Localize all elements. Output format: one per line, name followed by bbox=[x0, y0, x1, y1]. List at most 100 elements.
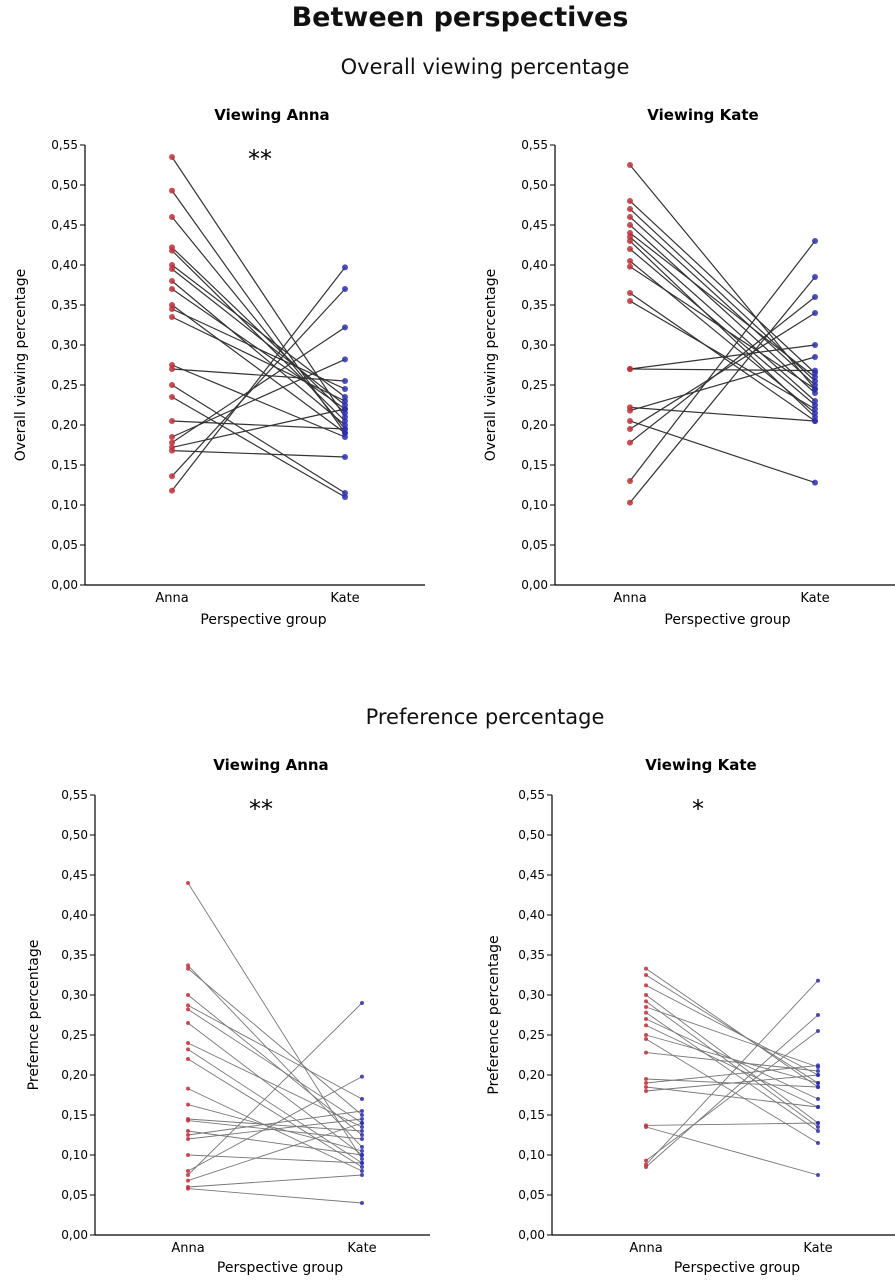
point-anna bbox=[169, 266, 175, 272]
point-anna bbox=[186, 1169, 190, 1173]
point-kate bbox=[342, 434, 348, 440]
y-tick-label: 0,05 bbox=[61, 1188, 88, 1202]
point-kate bbox=[816, 1081, 820, 1085]
point-kate bbox=[342, 426, 348, 432]
chart-overall-viewing-anna: Viewing Anna 0,00 0,05 0,10 0,15 0,20 0,25 0,30… bbox=[13, 106, 425, 628]
point-anna bbox=[169, 473, 175, 480]
point-kate bbox=[342, 398, 348, 404]
point-kate bbox=[816, 1121, 820, 1125]
point-anna bbox=[186, 1003, 190, 1008]
x-tick-label-anna: Anna bbox=[613, 591, 646, 606]
subject-line bbox=[187, 965, 363, 1148]
y-tick-label: 0,35 bbox=[521, 298, 548, 312]
point-anna bbox=[644, 1005, 648, 1009]
point-anna bbox=[644, 1081, 648, 1085]
significance-marker: ** bbox=[248, 145, 272, 173]
y-tick-label: 0,05 bbox=[521, 538, 548, 552]
subject-line bbox=[645, 1064, 819, 1084]
point-kate bbox=[360, 1109, 364, 1113]
point-kate bbox=[816, 1069, 820, 1073]
point-anna bbox=[627, 263, 633, 270]
x-axis-label: Perspective group bbox=[200, 612, 326, 628]
point-anna bbox=[186, 1137, 190, 1141]
subject-line bbox=[187, 1104, 363, 1152]
subject-line bbox=[171, 246, 346, 414]
point-kate bbox=[360, 1137, 364, 1141]
subject-line bbox=[629, 296, 816, 444]
point-anna bbox=[644, 1017, 648, 1021]
subject-line bbox=[645, 974, 819, 1084]
point-anna bbox=[627, 290, 633, 296]
y-tick-label: 0,00 bbox=[521, 578, 548, 592]
point-anna bbox=[169, 447, 175, 454]
subject-line bbox=[171, 288, 346, 477]
subject-line bbox=[645, 980, 819, 1165]
point-anna bbox=[627, 407, 633, 414]
significance-marker: * bbox=[692, 795, 704, 823]
point-anna bbox=[627, 426, 633, 432]
y-axis-label: Preference percentage bbox=[486, 935, 502, 1094]
y-tick-label: 0,50 bbox=[51, 178, 78, 192]
y-tick-label: 0,10 bbox=[518, 1148, 545, 1162]
point-kate bbox=[342, 356, 348, 363]
point-anna bbox=[169, 214, 175, 220]
y-tick-label: 0,25 bbox=[61, 1028, 88, 1042]
subject-line bbox=[645, 1006, 819, 1068]
y-tick-label: 0,20 bbox=[51, 418, 78, 432]
point-anna bbox=[169, 278, 175, 284]
point-anna bbox=[186, 1118, 190, 1123]
x-tick-label-kate: Kate bbox=[347, 1241, 376, 1256]
section-title-preference: Preference percentage bbox=[365, 705, 605, 729]
y-tick-label: 0,30 bbox=[521, 338, 548, 352]
point-anna bbox=[186, 1153, 190, 1157]
subject-line bbox=[645, 985, 819, 1076]
subject-line bbox=[171, 264, 346, 398]
point-anna bbox=[644, 1158, 648, 1163]
chart-title: Viewing Anna bbox=[214, 106, 329, 124]
subject-line bbox=[629, 420, 816, 484]
point-anna bbox=[169, 306, 175, 312]
point-anna bbox=[169, 247, 175, 254]
point-kate bbox=[342, 406, 348, 412]
subject-line bbox=[187, 1005, 363, 1100]
point-anna bbox=[644, 973, 648, 977]
chart-title: Viewing Anna bbox=[213, 756, 328, 774]
subject-line bbox=[629, 266, 816, 390]
y-tick-label: 0,50 bbox=[61, 828, 88, 842]
subject-line bbox=[629, 406, 816, 422]
point-kate bbox=[360, 1129, 364, 1133]
point-kate bbox=[812, 342, 818, 348]
subject-line bbox=[171, 384, 346, 494]
point-kate bbox=[812, 479, 818, 486]
y-tick-label: 0,35 bbox=[61, 948, 88, 962]
y-tick-label: 0,10 bbox=[521, 498, 548, 512]
point-anna bbox=[627, 418, 633, 424]
point-anna bbox=[644, 1085, 648, 1089]
point-anna bbox=[627, 162, 633, 168]
subject-line bbox=[629, 356, 816, 412]
y-tick-label: 0,20 bbox=[521, 418, 548, 432]
subject-line bbox=[629, 276, 816, 503]
y-tick-label: 0,25 bbox=[521, 378, 548, 392]
point-kate bbox=[360, 1169, 364, 1173]
y-tick-label: 0,25 bbox=[51, 378, 78, 392]
point-anna bbox=[186, 1007, 190, 1012]
point-anna bbox=[169, 434, 175, 440]
page-title: Between perspectives bbox=[291, 2, 629, 33]
subject-line bbox=[187, 994, 363, 1136]
point-anna bbox=[169, 382, 175, 388]
subject-line bbox=[187, 1049, 363, 1164]
point-anna bbox=[186, 1086, 190, 1091]
subject-line bbox=[629, 344, 816, 370]
point-anna bbox=[627, 439, 633, 446]
chart-overall-viewing-kate: Viewing Kate 0,00 0,05 0,10 0,15 0,20 0,25 0,30… bbox=[483, 106, 895, 628]
y-tick-label: 0,30 bbox=[51, 338, 78, 352]
subject-line bbox=[187, 1122, 363, 1182]
y-tick-label: 0,30 bbox=[518, 988, 545, 1002]
y-tick-label: 0,55 bbox=[51, 138, 78, 152]
section-title-overall: Overall viewing percentage bbox=[340, 55, 630, 79]
point-kate bbox=[342, 378, 348, 384]
point-anna bbox=[644, 1033, 648, 1037]
point-kate bbox=[360, 1173, 364, 1177]
y-tick-label: 0,30 bbox=[61, 988, 88, 1002]
